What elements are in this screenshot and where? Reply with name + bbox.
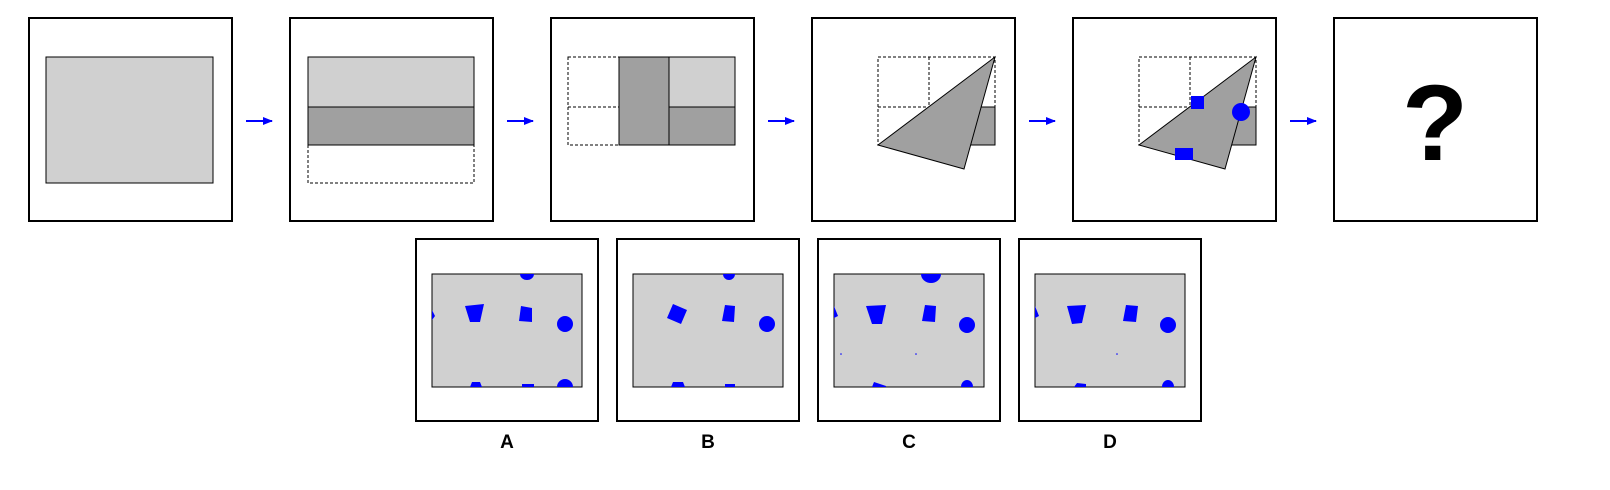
option-b[interactable] — [616, 238, 800, 422]
square-hole-icon — [522, 384, 534, 387]
square-hole-icon — [834, 306, 838, 318]
step-4-panel — [811, 17, 1016, 222]
question-panel: ? — [1333, 17, 1538, 222]
circle-hole-icon — [959, 317, 975, 333]
question-mark: ? — [1402, 62, 1468, 183]
circle-hole-icon — [1160, 317, 1176, 333]
folded-layer — [618, 56, 670, 146]
question-frame — [1333, 17, 1538, 222]
square-hole-icon — [1175, 148, 1193, 160]
circle-hole-icon — [921, 274, 941, 283]
circle-hole-icon — [915, 353, 917, 355]
square-hole-icon — [866, 305, 886, 324]
circle-hole-icon — [520, 274, 534, 280]
unfolded-sheet — [1034, 273, 1186, 388]
option-a-label[interactable]: A — [500, 432, 514, 453]
step-1-panel — [28, 17, 233, 222]
circle-hole-icon — [759, 316, 775, 332]
circle-hole-icon — [557, 379, 573, 387]
unfolded-sheet — [431, 273, 583, 388]
square-hole-icon — [465, 304, 484, 322]
option-d-label[interactable]: D — [1103, 432, 1117, 453]
circle-hole-icon — [840, 353, 842, 355]
folded-layer — [668, 106, 736, 146]
square-hole-icon — [470, 382, 482, 387]
option-d[interactable] — [1018, 238, 1202, 422]
unfolded-sheet — [632, 273, 784, 388]
option-c-label[interactable]: C — [902, 432, 916, 453]
unfolded-sheet — [833, 273, 985, 388]
circle-hole-icon — [557, 316, 573, 332]
square-hole-icon — [725, 384, 735, 387]
original-outline — [1138, 56, 1257, 146]
paper-sheet — [45, 56, 214, 184]
single-layer — [307, 56, 475, 108]
square-hole-icon — [667, 304, 687, 324]
triangle-flap — [876, 55, 996, 170]
circle-hole-icon — [1232, 103, 1250, 121]
original-outline — [877, 56, 996, 146]
single-layer — [668, 56, 736, 108]
circle-hole-icon — [961, 380, 973, 387]
option-a[interactable] — [415, 238, 599, 422]
square-hole-icon — [1067, 305, 1086, 324]
square-hole-icon — [922, 305, 936, 322]
circle-hole-icon — [1162, 380, 1174, 387]
folded-layer — [307, 106, 475, 146]
option-c[interactable] — [817, 238, 1001, 422]
square-hole-icon — [1191, 96, 1204, 109]
square-hole-icon — [1074, 383, 1086, 387]
square-hole-icon — [1123, 305, 1138, 322]
square-hole-icon — [519, 306, 532, 322]
circle-hole-icon — [723, 274, 735, 280]
square-hole-icon — [432, 310, 435, 320]
option-b-label[interactable]: B — [701, 432, 715, 453]
original-outline — [307, 144, 475, 184]
square-hole-icon — [1035, 306, 1039, 318]
square-hole-icon — [872, 382, 886, 387]
circle-hole-icon — [1116, 353, 1118, 355]
step-5-panel — [1072, 17, 1277, 222]
step-2-panel — [289, 17, 494, 222]
square-hole-icon — [671, 382, 685, 387]
step-3-panel — [550, 17, 755, 222]
square-hole-icon — [722, 305, 735, 322]
